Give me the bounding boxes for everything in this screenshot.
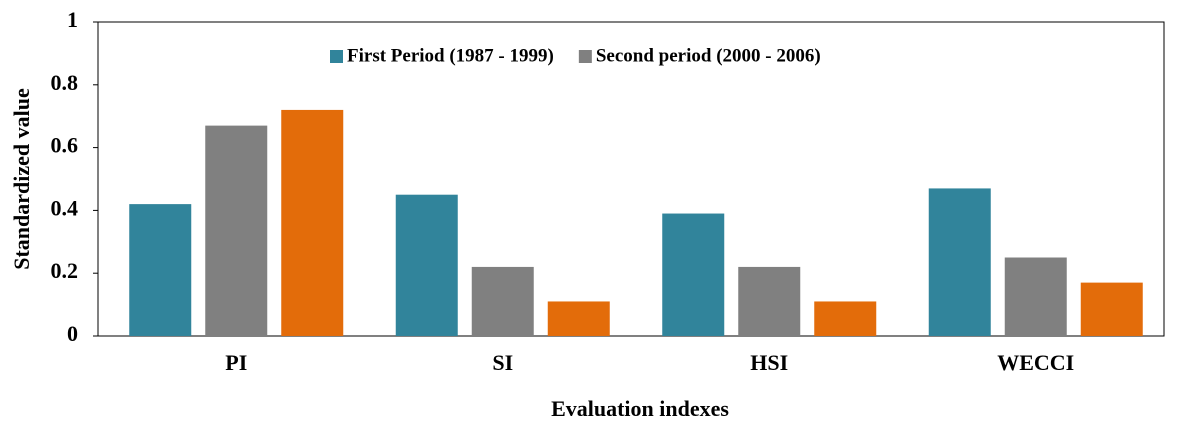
bar	[1080, 282, 1143, 336]
x-tick-label: HSI	[750, 350, 788, 375]
legend-swatch	[578, 50, 592, 63]
bar	[1004, 257, 1067, 336]
y-tick-label: 0.4	[51, 195, 79, 220]
bar	[129, 204, 192, 336]
y-axis-title: Standardized value	[9, 88, 34, 270]
bar	[928, 188, 991, 336]
y-tick-label: 0.6	[51, 133, 79, 158]
legend: First Period (1987 - 1999) Second period …	[330, 45, 821, 66]
y-tick-label: 1	[67, 7, 78, 32]
y-tick-label: 0.2	[51, 258, 79, 283]
x-tick-label: PI	[225, 350, 247, 375]
x-tick-label: WECCI	[997, 350, 1074, 375]
plot-frame	[97, 21, 1165, 337]
bar	[814, 301, 877, 336]
bar	[547, 301, 610, 336]
bar	[738, 266, 801, 336]
bar	[471, 266, 534, 336]
legend-label: First Period (1987 - 1999)	[347, 45, 554, 66]
legend-swatch	[330, 50, 343, 63]
legend-label: Second period (2000 - 2006)	[596, 45, 821, 66]
bar	[662, 213, 725, 336]
y-tick-label: 0	[67, 321, 78, 346]
x-axis-title: Evaluation indexes	[551, 396, 729, 421]
y-tick-label: 0.8	[51, 70, 79, 95]
bar	[281, 109, 344, 336]
x-tick-label: SI	[492, 350, 513, 375]
bar	[395, 194, 458, 336]
bar	[205, 125, 268, 337]
